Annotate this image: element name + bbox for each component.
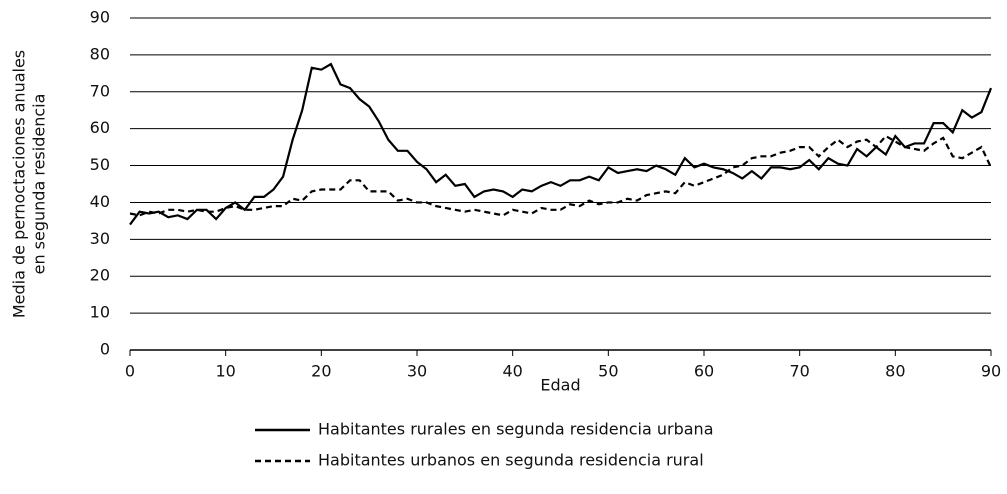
x-tick-label: 80 (885, 362, 905, 381)
y-tick-label: 0 (100, 340, 110, 359)
x-tick-label: 60 (694, 362, 714, 381)
x-tick-label: 10 (215, 362, 235, 381)
x-axis-label: Edad (540, 376, 580, 395)
y-tick-label: 80 (90, 44, 110, 63)
y-tick-label: 90 (90, 8, 110, 27)
y-axis-label: Media de pernoctaciones anuales (10, 50, 29, 318)
x-tick-label: 50 (598, 362, 618, 381)
x-tick-label: 40 (502, 362, 522, 381)
legend-label: Habitantes rurales en segunda residencia… (318, 420, 714, 439)
y-tick-label: 10 (90, 303, 110, 322)
y-tick-label: 60 (90, 118, 110, 137)
series-line (129, 134, 992, 217)
x-tick-label: 70 (789, 362, 809, 381)
series-line (129, 62, 993, 226)
x-tick-label: 90 (981, 362, 1001, 381)
legend-label: Habitantes urbanos en segunda residencia… (318, 451, 704, 470)
y-axis-label: en segunda residencia (30, 94, 49, 275)
x-tick-label: 30 (407, 362, 427, 381)
y-tick-label: 20 (90, 266, 110, 285)
x-tick-label: 20 (311, 362, 331, 381)
x-tick-label: 0 (125, 362, 135, 381)
y-tick-label: 40 (90, 192, 110, 211)
y-tick-label: 70 (90, 81, 110, 100)
y-tick-label: 50 (90, 155, 110, 174)
y-tick-label: 30 (90, 229, 110, 248)
